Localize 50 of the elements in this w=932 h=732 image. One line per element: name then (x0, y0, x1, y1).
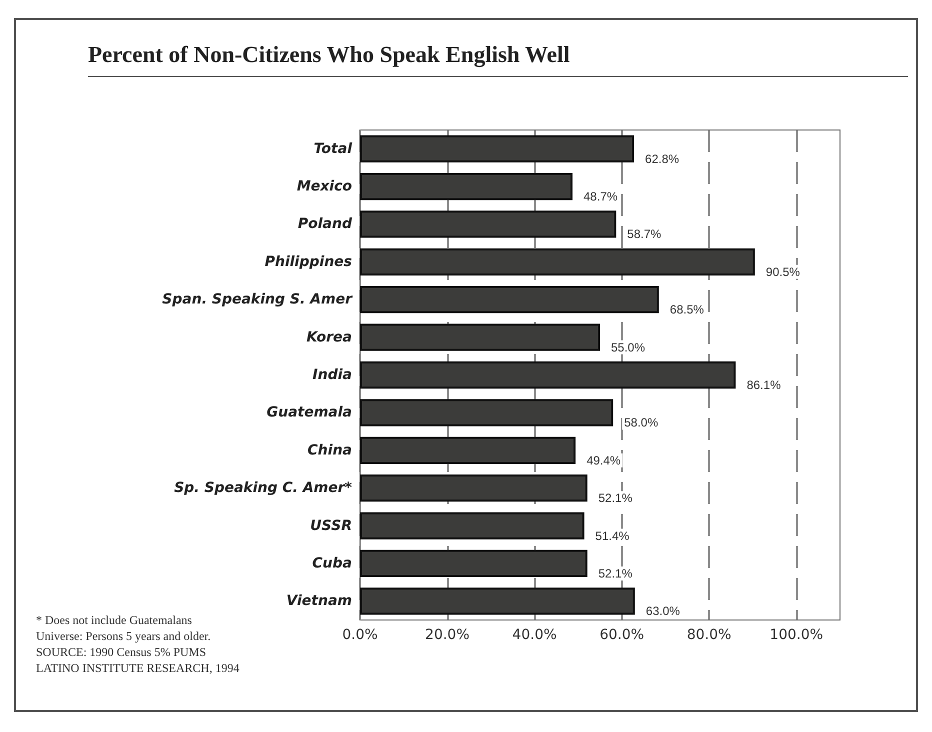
text: LATINO INSTITUTE RESEARCH, 1994 (36, 660, 240, 676)
data-label: 58.7% (627, 227, 662, 242)
y-tick-label: Poland (298, 216, 353, 232)
bar (360, 399, 614, 426)
x-tick-label: 80.0% (686, 627, 732, 643)
text: * Does not include Guatemalans (36, 612, 193, 628)
data-label: 62.8% (645, 152, 680, 166)
bar (360, 248, 755, 276)
data-label: 52.1% (598, 566, 633, 580)
x-tick-label: 60.0% (600, 627, 644, 643)
bar (360, 550, 588, 578)
data-label: 90.5% (766, 264, 800, 279)
data-label: 86.1% (746, 378, 782, 392)
bar (360, 135, 634, 162)
text: Universe: Persons 5 years and older. (36, 628, 212, 644)
y-tick-label: Cuba (312, 555, 352, 572)
data-label: 52.1% (598, 491, 633, 506)
x-tick-label: 40.0% (512, 627, 557, 643)
data-label: 51.4% (595, 528, 630, 543)
data-label: 58.0% (624, 416, 658, 430)
data-label: 49.4% (586, 453, 621, 468)
bar (360, 361, 736, 389)
bar (360, 474, 588, 502)
y-tick-label: Mexico (296, 178, 352, 195)
x-tick-label: 100.0% (770, 627, 824, 643)
y-tick-label: Vietnam (286, 593, 352, 610)
bar (360, 436, 576, 464)
source-note: SOURCE: 1990 Census 5% PUMS (36, 644, 208, 660)
data-label: 55.0% (611, 340, 646, 354)
bar (360, 324, 600, 351)
y-tick-label: Span. Speaking S. Amer (162, 292, 354, 308)
data-label: 48.7% (584, 190, 618, 204)
bar (360, 286, 659, 314)
y-tick-label: Philippines (264, 254, 352, 270)
bar (360, 588, 635, 615)
bar (360, 512, 584, 540)
y-tick-label: Korea (306, 329, 352, 346)
bar (360, 172, 573, 200)
y-tick-label: India (312, 367, 352, 383)
y-tick-label: USSR (310, 518, 352, 534)
y-tick-label: Sp. Speaking C. Amer* (174, 480, 353, 496)
x-tick-label: 0.0% (342, 627, 378, 643)
data-label: 68.5% (670, 302, 704, 317)
x-tick-label: 20.0% (425, 627, 470, 643)
y-tick-label: Total (314, 140, 352, 157)
data-label: 63.0% (646, 604, 680, 618)
y-tick-label: China (308, 442, 352, 458)
chart-title: Percent of Non-Citizens Who Speak English Well (88, 42, 908, 77)
y-tick-label: Guatemala (266, 404, 352, 421)
bar (360, 210, 616, 238)
